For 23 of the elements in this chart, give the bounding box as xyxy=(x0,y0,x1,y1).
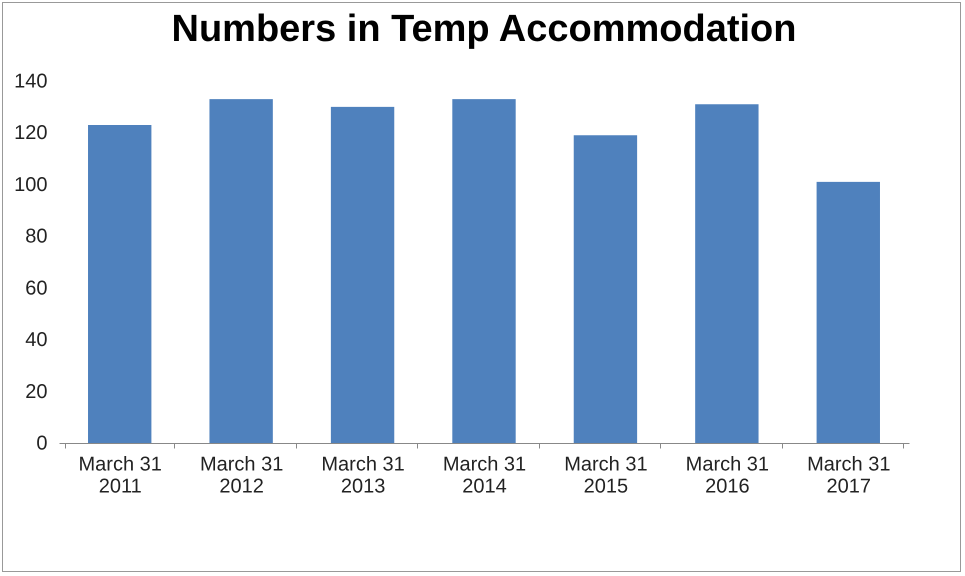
x-tick-label: March 31 2016 xyxy=(686,454,770,498)
y-tick-label: 120 xyxy=(14,122,48,144)
bar xyxy=(209,99,273,443)
x-tick-label: March 31 2015 xyxy=(564,454,648,498)
x-tick-label: March 31 2017 xyxy=(807,454,890,498)
bar xyxy=(816,182,880,443)
bar xyxy=(574,135,638,443)
y-tick-label: 140 xyxy=(14,70,48,92)
y-tick-label: 100 xyxy=(14,174,48,196)
y-tick-label: 60 xyxy=(25,277,48,300)
bar xyxy=(452,99,516,443)
x-tick-label: March 31 2012 xyxy=(200,454,284,498)
y-tick-label: 20 xyxy=(25,380,48,403)
y-tick-label: 0 xyxy=(36,432,48,454)
chart-title: Numbers in Temp Accommodation xyxy=(172,8,796,50)
bar xyxy=(330,106,394,443)
bar xyxy=(695,104,759,443)
x-tick-label: March 31 2011 xyxy=(78,454,162,498)
y-tick-label: 40 xyxy=(25,329,48,352)
x-tick-label: March 31 2014 xyxy=(442,454,526,498)
y-tick-label: 80 xyxy=(25,226,48,248)
x-tick-label: March 31 2013 xyxy=(321,454,405,498)
bar xyxy=(88,124,152,443)
